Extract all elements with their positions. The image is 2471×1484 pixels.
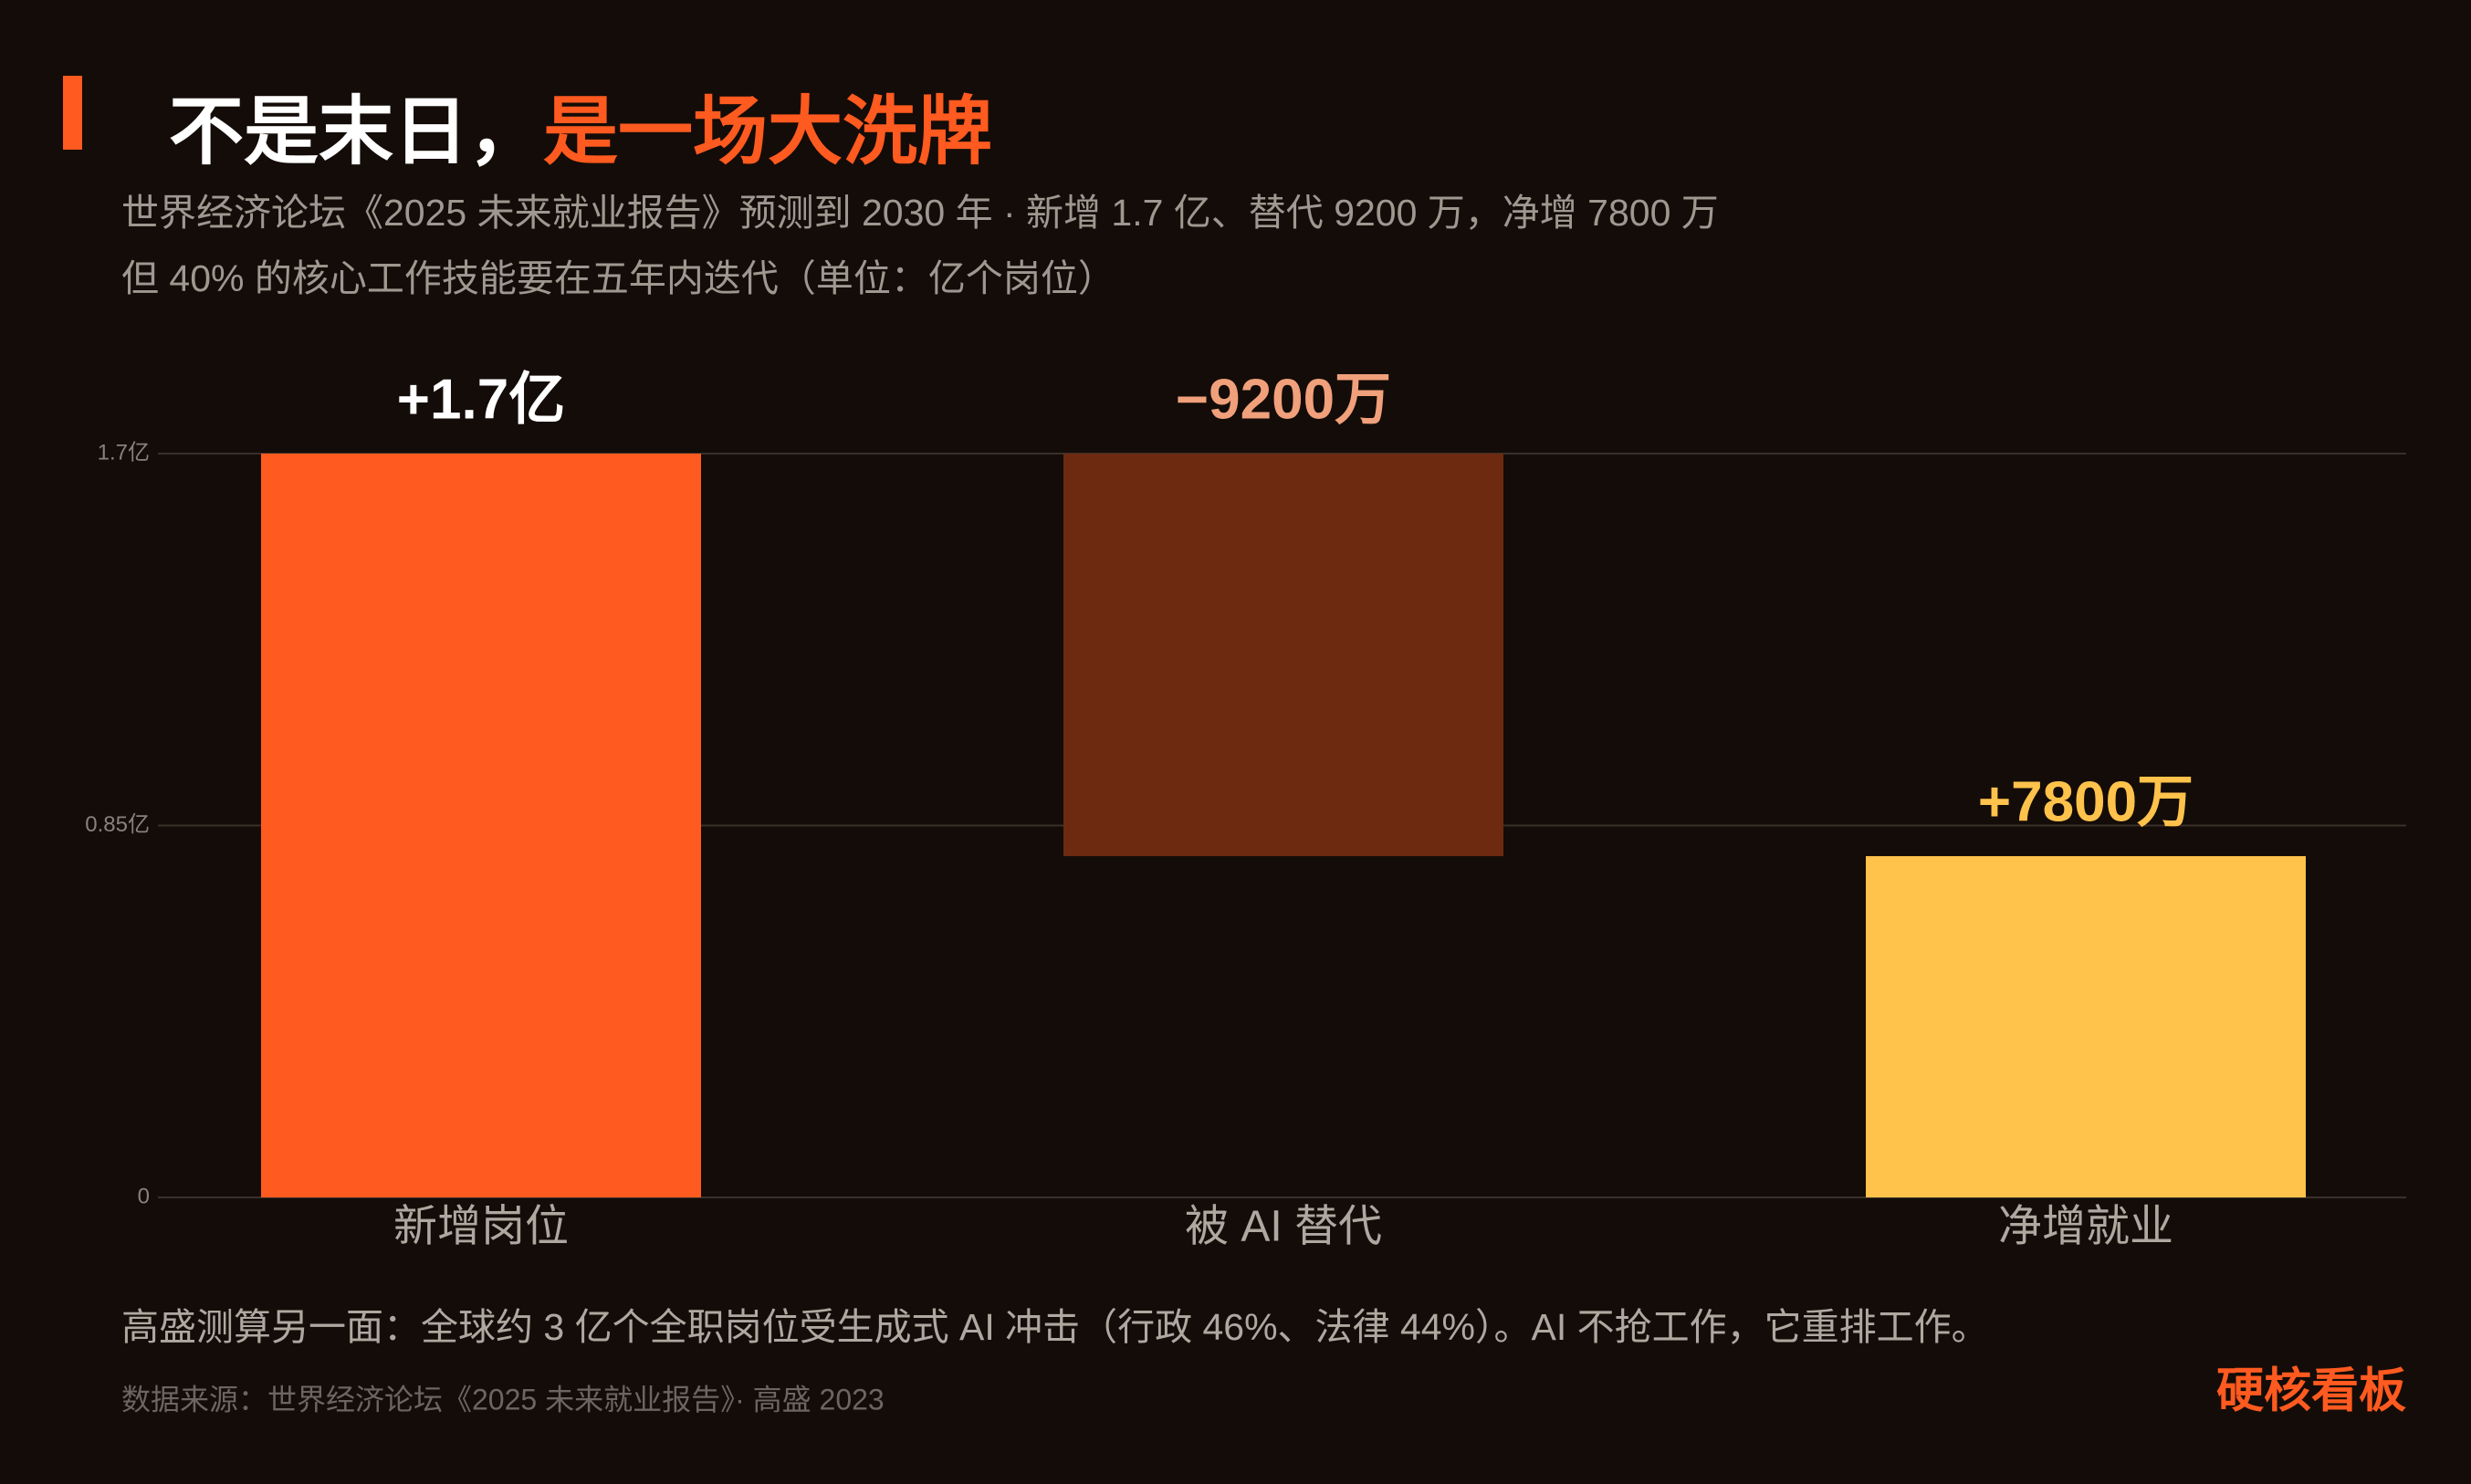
subtitle: 但 40% 的核心工作技能要在五年内迭代（单位：亿个岗位） (121, 257, 1115, 299)
x-tick-label: 新增岗位 (393, 1203, 569, 1251)
brand: 硬核看板 (2216, 1365, 2406, 1418)
bar (261, 454, 701, 1197)
y-tick-label: 1.7亿 (98, 440, 150, 465)
bar (1063, 454, 1503, 857)
subtitle: 世界经济论坛《2025 未来就业报告》预测到 2030 年 · 新增 1.7 亿… (121, 192, 1719, 234)
x-tick-label: 净增就业 (1998, 1203, 2173, 1251)
value-label: +1.7亿 (397, 368, 565, 431)
title-lead: 不是末日， (169, 90, 543, 173)
value-label: −9200万 (1176, 368, 1391, 431)
chart-title: 不是末日，是一场大洗牌 (169, 90, 992, 173)
source: 数据来源：世界经济论坛《2025 未来就业报告》· 高盛 2023 (121, 1383, 885, 1416)
y-tick-label: 0.85亿 (85, 812, 150, 837)
y-tick-label: 0 (138, 1184, 150, 1208)
title-highlight: 是一场大洗牌 (543, 90, 992, 173)
bar (1866, 856, 2306, 1197)
title-accent (63, 76, 82, 150)
footnote: 高盛测算另一面：全球约 3 亿个全职岗位受生成式 AI 冲击（行政 46%、法律… (121, 1306, 1989, 1348)
x-tick-label: 被 AI 替代 (1185, 1203, 1382, 1251)
value-label: +7800万 (1978, 770, 2194, 833)
